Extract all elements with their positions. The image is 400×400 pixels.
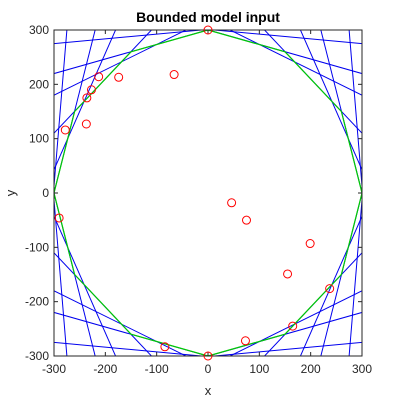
y-tick-label: 0: [42, 186, 49, 200]
data-point: [203, 351, 213, 361]
y-tick-label: -300: [25, 349, 49, 363]
y-tick-label: 100: [29, 132, 49, 146]
x-tick-label: 300: [352, 362, 372, 376]
boundary-polygon: [54, 30, 362, 356]
boundary-line-13: [348, 30, 362, 192]
boundary-line-16: [209, 30, 362, 45]
data-point: [288, 321, 298, 331]
boundary-line-21: [54, 194, 68, 356]
x-axis-label: x: [205, 383, 212, 398]
x-tick-label: -300: [42, 362, 66, 376]
boundary-line-25: [209, 341, 362, 356]
data-point: [81, 119, 91, 129]
boundary-line-24: [54, 341, 207, 356]
boundary-line-28: [348, 194, 362, 356]
boundary-line-20: [54, 30, 68, 192]
data-point: [240, 336, 250, 346]
y-tick-label: 200: [29, 77, 49, 91]
y-axis-label: y: [3, 189, 18, 196]
data-point: [54, 213, 64, 223]
boundary-line-22: [54, 215, 117, 356]
data-point: [94, 72, 104, 82]
boundary-line-15: [228, 30, 362, 96]
data-point: [60, 125, 70, 135]
boundary-line-27: [299, 215, 362, 356]
data-point: [283, 269, 293, 279]
y-tick-label: 300: [29, 23, 49, 37]
y-tick-label: -100: [25, 240, 49, 254]
x-tick-label: 100: [249, 362, 269, 376]
data-point: [169, 70, 179, 80]
data-point: [86, 85, 96, 95]
chart-title: Bounded model input: [136, 9, 280, 25]
boundary-line-17: [54, 30, 207, 45]
y-tick-label: -200: [25, 295, 49, 309]
data-point: [242, 215, 251, 225]
x-tick-label: 0: [205, 362, 212, 376]
boundary-line-18: [54, 30, 188, 96]
boundary-line-14: [299, 30, 362, 171]
data-point: [203, 25, 213, 35]
boundary-line-26: [228, 290, 362, 356]
data-point: [160, 342, 170, 352]
data-point: [82, 93, 92, 103]
data-point: [114, 72, 124, 82]
data-point: [305, 239, 315, 249]
x-tick-label: 200: [301, 362, 321, 376]
x-tick-label: -200: [93, 362, 117, 376]
data-point: [227, 198, 237, 208]
x-tick-label: -100: [145, 362, 169, 376]
boundary-line-19: [54, 30, 117, 171]
boundary-line-23: [54, 290, 188, 356]
data-point: [325, 284, 335, 294]
